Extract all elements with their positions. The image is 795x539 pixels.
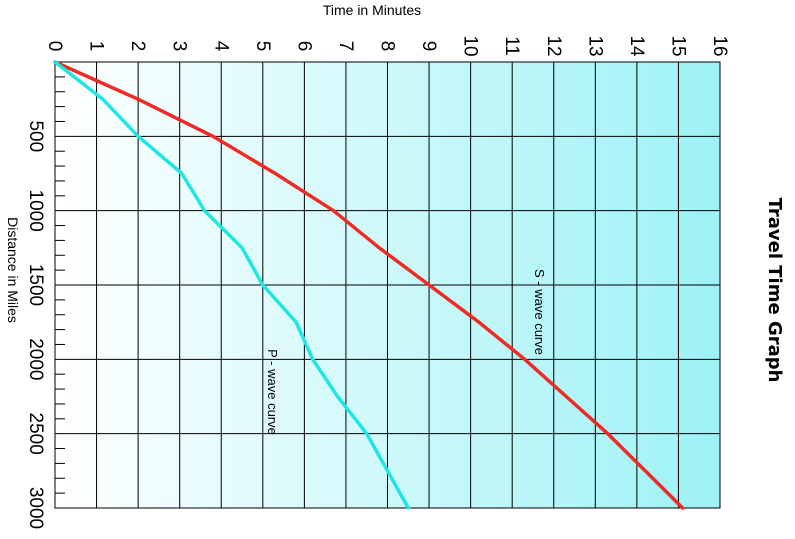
time-tick-label: 0 xyxy=(44,41,65,52)
time-tick-label: 11 xyxy=(501,36,522,56)
s-wave-curve-line xyxy=(53,60,685,510)
x-axis-title: Distance in Miles xyxy=(5,217,21,323)
chart-title: Travel Time Graph xyxy=(764,198,785,383)
distance-tick-label: 2000 xyxy=(25,338,46,380)
time-tick-label: 2 xyxy=(127,41,148,52)
distance-tick-label: 3000 xyxy=(25,487,46,529)
time-tick-label: 5 xyxy=(252,41,273,52)
distance-tick-labels: 500 1000 1500 2000 2500 3000 xyxy=(25,120,46,529)
time-tick-label: 14 xyxy=(626,35,647,57)
p-wave-curve-line xyxy=(53,60,411,510)
y-axis-title: Time in Minutes xyxy=(323,2,421,18)
time-tick-label: 7 xyxy=(335,41,356,52)
time-tick-label: 9 xyxy=(418,41,439,52)
time-tick-label: 3 xyxy=(169,41,190,52)
time-tick-label: 12 xyxy=(543,35,564,56)
time-tick-label: 15 xyxy=(667,35,688,56)
p-wave-curve-label: P - wave curve xyxy=(265,349,280,435)
time-tick-labels: 0 1 2 3 4 5 6 7 8 9 10 11 12 13 14 15 16 xyxy=(44,35,730,57)
distance-tick-label: 500 xyxy=(25,120,46,152)
distance-tick-label: 1500 xyxy=(25,264,46,306)
distance-tick-label: 2500 xyxy=(25,413,46,455)
time-tick-label: 13 xyxy=(584,35,605,56)
s-wave-curve-label: S - wave curve xyxy=(532,269,547,355)
time-tick-label: 6 xyxy=(293,41,314,52)
time-tick-label: 10 xyxy=(460,35,481,56)
time-tick-label: 1 xyxy=(86,41,107,52)
time-tick-label: 16 xyxy=(709,35,730,56)
time-tick-label: 4 xyxy=(210,41,231,52)
series-layer xyxy=(53,60,685,510)
distance-tick-label: 1000 xyxy=(25,190,46,232)
time-tick-label: 8 xyxy=(377,41,398,52)
